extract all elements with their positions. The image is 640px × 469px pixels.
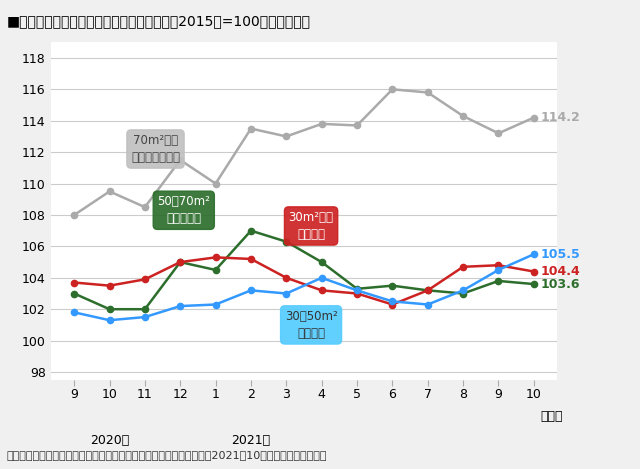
Text: 103.6: 103.6 (540, 278, 580, 291)
Text: 出典：全国主要都市の「賃貸マンション・アパート」募集家賃動向（2021年10月）アットホーム調べ: 出典：全国主要都市の「賃貸マンション・アパート」募集家賃動向（2021年10月）… (6, 450, 327, 460)
Text: 105.5: 105.5 (540, 248, 580, 261)
Text: 50～70m²
ファミリー: 50～70m² ファミリー (157, 195, 210, 225)
Text: 70m²以上
大型ファミリー: 70m²以上 大型ファミリー (131, 134, 180, 164)
Text: 2020年: 2020年 (90, 434, 129, 447)
Text: 114.2: 114.2 (540, 111, 580, 124)
Text: 2021年: 2021年 (232, 434, 271, 447)
Text: （月）: （月） (540, 410, 563, 424)
Text: 30～50m²
カップル: 30～50m² カップル (285, 310, 337, 340)
Text: 104.4: 104.4 (540, 265, 580, 278)
Text: 30m²未満
シングル: 30m²未満 シングル (289, 211, 333, 241)
Text: ■千葉県－マンション平均家賃指数の推移（2015年=100としたもの）: ■千葉県－マンション平均家賃指数の推移（2015年=100としたもの） (6, 14, 310, 28)
